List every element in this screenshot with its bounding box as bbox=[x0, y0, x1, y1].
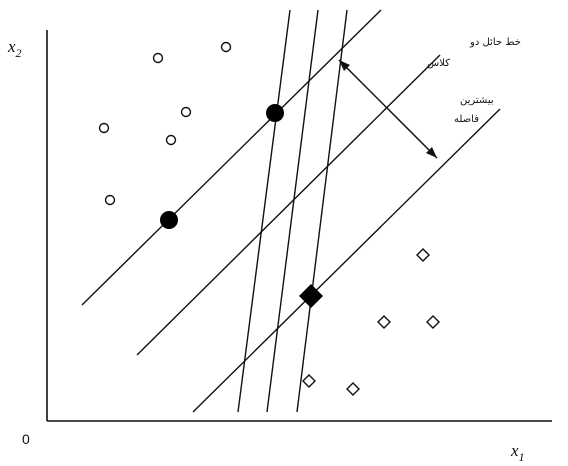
margin-arrow bbox=[338, 59, 438, 159]
support-vector-diamond bbox=[299, 284, 323, 308]
upper-margin-line bbox=[81, 9, 382, 306]
margin-annotation-line1: بیشترین bbox=[460, 95, 494, 106]
class-diamond-point bbox=[377, 315, 391, 329]
class-circle-point bbox=[98, 122, 110, 134]
x-axis-label: x1 bbox=[510, 441, 525, 464]
alt-separator-line-3 bbox=[296, 9, 348, 413]
support-vector-circle bbox=[266, 104, 284, 122]
alt-separator-line-1 bbox=[237, 9, 291, 413]
y-axis-label: x2 bbox=[7, 37, 22, 60]
alt-separator-line-2 bbox=[266, 9, 319, 413]
support-vector-circle bbox=[160, 211, 178, 229]
separator-annotation-line2: کلاس bbox=[427, 58, 450, 69]
lower-margin-line bbox=[192, 108, 501, 413]
separator-annotation-line1: خط حائل دو bbox=[469, 37, 521, 48]
class-circle-point bbox=[152, 52, 164, 64]
class-diamond-point bbox=[416, 248, 430, 262]
margin-arrow-head-bottom bbox=[426, 147, 437, 158]
class-diamond-point bbox=[346, 382, 360, 396]
class-diamond-point bbox=[426, 315, 440, 329]
class-circle-point bbox=[220, 41, 232, 53]
margin-annotation-line2: فاصله bbox=[454, 114, 479, 125]
class-diamond-point bbox=[302, 374, 316, 388]
class-circle-point bbox=[104, 194, 116, 206]
class-circle-point bbox=[180, 106, 192, 118]
separating-hyperplane bbox=[136, 54, 441, 356]
class-circle-point bbox=[165, 134, 177, 146]
origin-label: 0 bbox=[22, 431, 30, 447]
margin-arrow-head-top bbox=[339, 60, 350, 71]
